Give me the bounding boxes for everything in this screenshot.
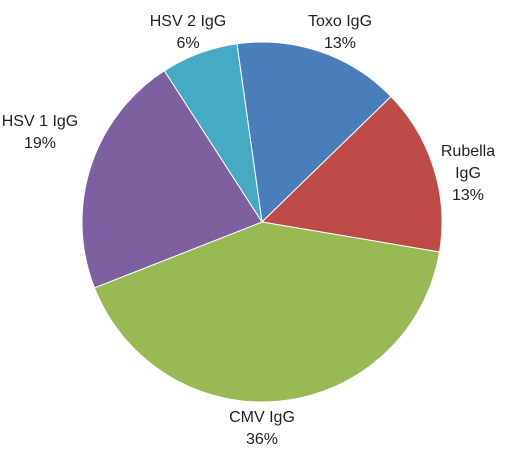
pie-slice <box>236 41 392 224</box>
pie-slice <box>163 43 263 223</box>
slice-value-label: 13% <box>452 187 484 204</box>
slice-value-label: 36% <box>246 431 278 448</box>
slice-value-label: 13% <box>324 35 356 52</box>
pie-slice <box>81 70 263 289</box>
slice-value-label: 6% <box>176 35 199 52</box>
slice-label: CMV IgG <box>229 409 295 426</box>
slice-label: HSV 2 IgG <box>150 13 226 30</box>
pie-slice <box>260 95 443 253</box>
slice-label: Rubella IgG <box>441 143 495 182</box>
slice-label: HSV 1 IgG <box>2 113 78 130</box>
slice-label: Toxo IgG <box>308 13 372 30</box>
slice-value-label: 19% <box>24 135 56 152</box>
pie-slice <box>93 221 441 403</box>
